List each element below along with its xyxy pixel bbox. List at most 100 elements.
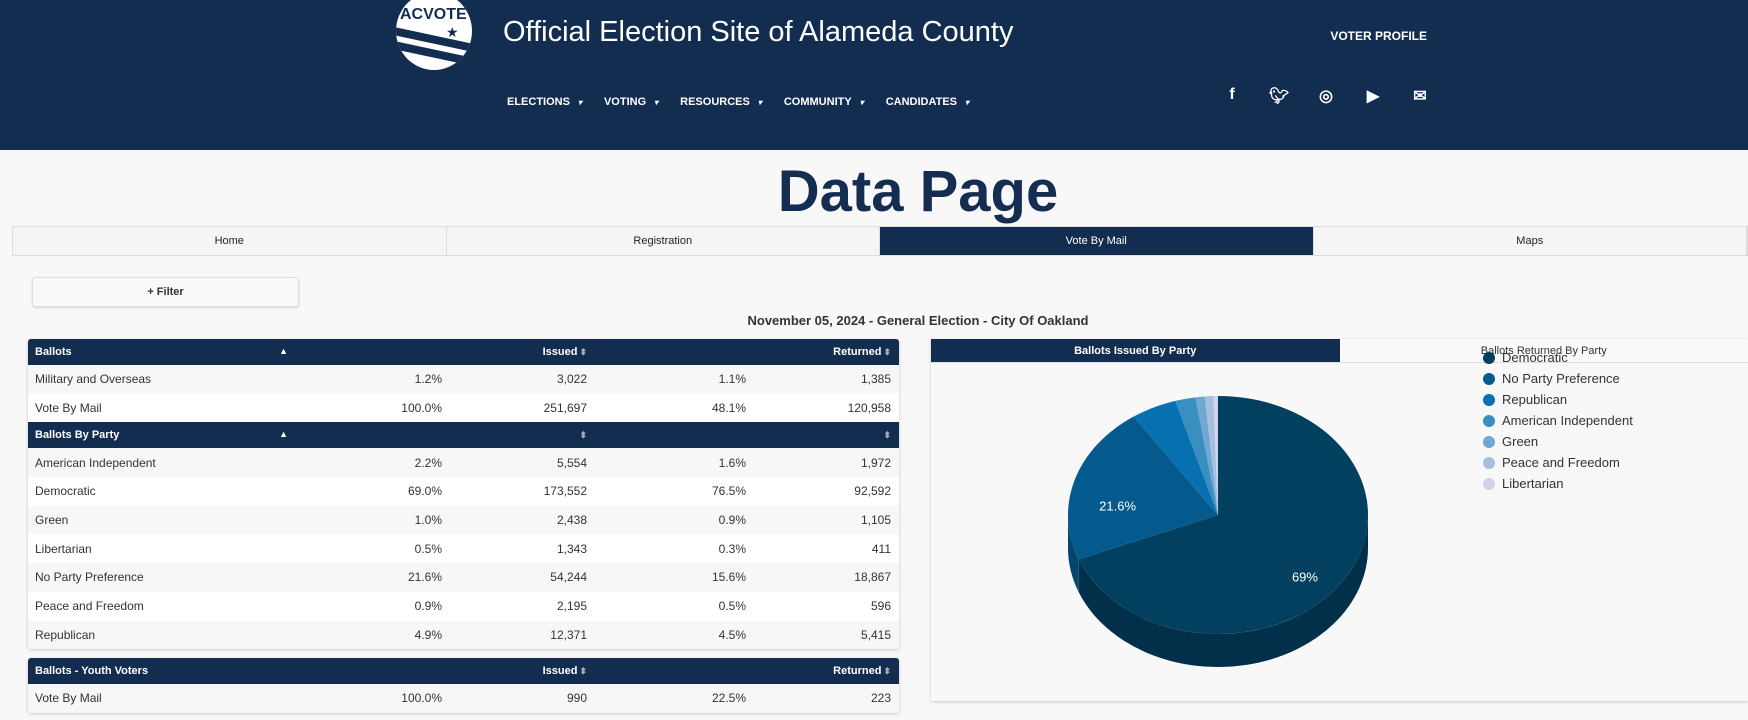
- sort-icon[interactable]: ▲: [279, 429, 288, 440]
- site-title[interactable]: Official Election Site of Alameda County: [503, 16, 1014, 48]
- site-header: ACVOTE ★ Official Election Site of Alamed…: [0, 0, 1748, 150]
- chevron-down-icon: ▾: [577, 98, 582, 107]
- table-cell: 48.1%: [711, 401, 746, 416]
- table-row: Republican 4.9% 12,371 4.5% 5,415: [28, 620, 899, 650]
- column-header[interactable]: Issued ⬍: [442, 346, 587, 358]
- legend-item[interactable]: Libertarian: [1483, 473, 1633, 494]
- chevron-down-icon: ▾: [654, 98, 659, 107]
- legend-item[interactable]: Republican: [1483, 389, 1633, 410]
- table-cell: 76.5%: [711, 484, 746, 499]
- sort-icon[interactable]: ⬍: [883, 347, 891, 357]
- table-row: Green 1.0% 2,438 0.9% 1,105: [28, 505, 899, 535]
- tab-registration[interactable]: Registration: [446, 227, 880, 255]
- pie-slice-green[interactable]: [1195, 396, 1218, 515]
- table-cell: 69.0%: [407, 484, 442, 499]
- legend-dot-icon: [1483, 414, 1495, 427]
- column-header[interactable]: Issued ⬍: [442, 665, 587, 677]
- sort-icon[interactable]: ⬍: [883, 430, 891, 441]
- legend-dot-icon: [1483, 351, 1495, 364]
- social-links: f 🐦︎ ◎ ▶ ✉: [1222, 86, 1430, 106]
- table-cell: 251,697: [543, 401, 587, 416]
- ballots-table: Ballots ▲ Issued ⬍ Returned ⬍ Military and Ove…: [28, 339, 899, 650]
- pie-data-label: 21.6%: [1099, 499, 1136, 514]
- legend-item[interactable]: American Independent: [1483, 410, 1633, 431]
- table-cell: 54,244: [550, 570, 587, 585]
- facebook-icon[interactable]: f: [1229, 86, 1235, 103]
- sort-icon[interactable]: ⬍: [579, 666, 587, 676]
- table-row: Peace and Freedom 0.9% 2,195 0.5% 596: [28, 592, 899, 621]
- table-cell: 4.5%: [718, 627, 746, 642]
- table-cell: 1.6%: [718, 455, 746, 470]
- nav-voting[interactable]: VOTING ▾: [604, 96, 658, 108]
- pie-slice-peace-and-freedom[interactable]: [1204, 396, 1218, 515]
- legend-item[interactable]: No Party Preference: [1483, 368, 1633, 389]
- table-cell: American Independent: [35, 455, 156, 470]
- table-cell: 0.5%: [414, 541, 442, 556]
- table-cell: Military and Overseas: [35, 372, 152, 387]
- nav-candidates[interactable]: CANDIDATES ▾: [886, 96, 969, 108]
- sort-icon[interactable]: ⬍: [579, 430, 587, 441]
- acvote-logo[interactable]: ACVOTE ★: [396, 0, 472, 70]
- tab-maps[interactable]: Maps: [1313, 227, 1747, 255]
- legend-label: American Independent: [1502, 413, 1633, 428]
- nav-resources[interactable]: RESOURCES ▾: [680, 96, 762, 108]
- nav-community[interactable]: COMMUNITY ▾: [784, 96, 864, 108]
- column-header[interactable]: ⬍: [442, 429, 587, 441]
- table-row: American Independent 2.2% 5,554 1.6% 1,972: [28, 448, 899, 478]
- legend-dot-icon: [1483, 372, 1495, 385]
- table-cell: 100.0%: [401, 401, 442, 416]
- table-cell: 5,554: [556, 455, 587, 470]
- chevron-down-icon: ▾: [965, 98, 970, 107]
- legend-label: Libertarian: [1502, 476, 1564, 491]
- legend-dot-icon: [1483, 435, 1495, 448]
- tab-ballots-returned-by-party[interactable]: Ballots Returned By Party: [1339, 339, 1748, 363]
- tab-home[interactable]: Home: [13, 227, 447, 255]
- table-cell: Vote By Mail: [35, 401, 102, 416]
- tab-ballots-issued-by-party[interactable]: Ballots Issued By Party: [931, 339, 1340, 363]
- nav-elections[interactable]: ELECTIONS ▾: [507, 96, 582, 108]
- legend-item[interactable]: Green: [1483, 431, 1633, 452]
- mail-icon[interactable]: ✉: [1413, 88, 1427, 105]
- column-header[interactable]: Ballots ▲: [28, 346, 288, 358]
- legend-item[interactable]: Peace and Freedom: [1483, 452, 1633, 473]
- filter-button[interactable]: + Filter: [32, 277, 299, 307]
- logo-text: ACVOTE: [400, 6, 467, 23]
- pie-slice-no-party-preference[interactable]: [1068, 416, 1218, 560]
- sort-icon[interactable]: ▲: [279, 346, 288, 356]
- sort-icon[interactable]: ⬍: [883, 666, 891, 676]
- table-cell: 0.9%: [414, 599, 442, 614]
- table-row: Military and Overseas 1.2% 3,022 1.1% 1,385: [28, 365, 899, 394]
- legend-dot-icon: [1483, 477, 1495, 490]
- legend-label: Republican: [1502, 392, 1568, 407]
- table-cell: 1,105: [860, 513, 891, 528]
- table-cell: 3,022: [556, 372, 587, 387]
- legend-dot-icon: [1483, 393, 1495, 406]
- table-cell: Republican: [35, 627, 96, 642]
- chart-legend: Democratic No Party Preference Republican A…: [1483, 347, 1633, 494]
- voter-profile-link[interactable]: VOTER PROFILE: [1330, 29, 1427, 43]
- table-row: No Party Preference 21.6% 54,244 15.6% 18,86…: [28, 563, 899, 592]
- pie-slice-libertarian[interactable]: [1213, 396, 1218, 515]
- column-header[interactable]: Returned ⬍: [746, 346, 891, 358]
- table-header: Ballots By Party ▲ ⬍ ⬍: [28, 422, 899, 449]
- table-row: Democratic 69.0% 173,552 76.5% 92,592: [28, 477, 899, 506]
- election-subtitle: November 05, 2024 - General Election - C…: [747, 313, 1089, 328]
- nav-label: ELECTIONS: [507, 96, 570, 108]
- youtube-icon[interactable]: ▶: [1366, 88, 1380, 105]
- tab-vote-by-mail[interactable]: Vote By Mail: [880, 227, 1314, 255]
- column-header[interactable]: ⬍: [746, 429, 891, 441]
- pie-slice-republican[interactable]: [1133, 400, 1218, 515]
- twitter-icon[interactable]: 🐦︎: [1269, 88, 1290, 105]
- header-label: Issued: [542, 665, 578, 677]
- youth-ballots-table: Ballots - Youth Voters Issued ⬍ Returned ⬍ Vo…: [28, 658, 899, 713]
- column-header[interactable]: Ballots By Party ▲: [28, 429, 288, 441]
- pie-slice-democratic[interactable]: [1078, 396, 1368, 634]
- column-header[interactable]: Ballots - Youth Voters: [28, 665, 288, 677]
- legend-item[interactable]: Democratic: [1483, 347, 1633, 368]
- sort-icon[interactable]: ⬍: [579, 347, 587, 357]
- legend-dot-icon: [1483, 456, 1495, 469]
- instagram-icon[interactable]: ◎: [1319, 88, 1333, 105]
- table-cell: 1.0%: [414, 513, 442, 528]
- pie-slice-american-independent[interactable]: [1175, 397, 1218, 515]
- column-header[interactable]: Returned ⬍: [746, 665, 891, 677]
